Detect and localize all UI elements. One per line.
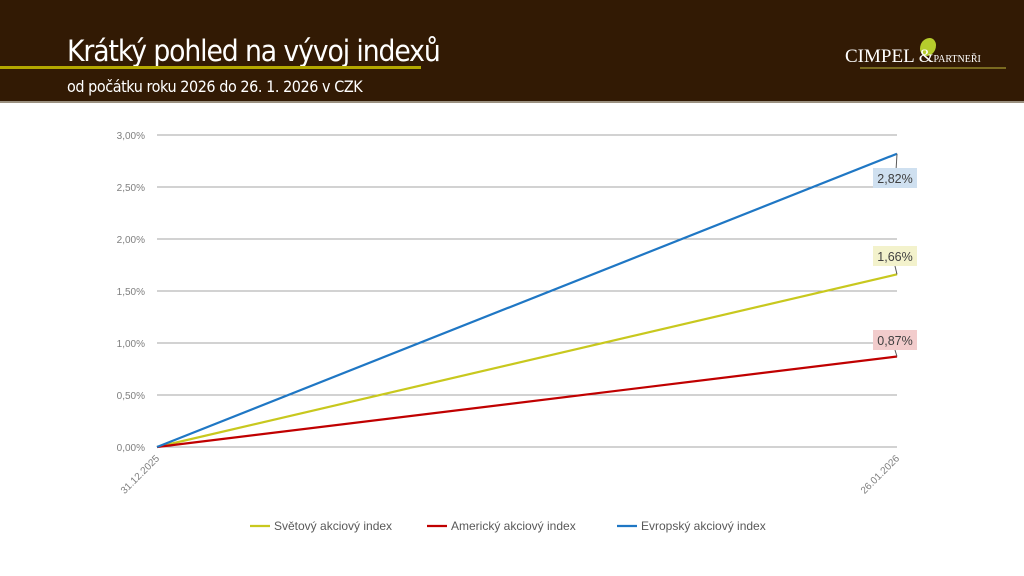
series-line <box>156 152 898 449</box>
page-subtitle: od počátku roku 2026 do 26. 1. 2026 v CZ… <box>67 77 363 96</box>
y-tick-label: 0,00% <box>117 443 145 454</box>
x-tick-label: 26.01.2026 <box>859 453 902 496</box>
data-label: 2,82% <box>877 172 912 186</box>
legend-label: Americký akciový index <box>451 519 576 533</box>
y-tick-label: 2,50% <box>117 183 145 194</box>
leader-line <box>894 349 898 357</box>
x-tick-label: 31.12.2025 <box>119 453 162 496</box>
series-line <box>156 355 898 449</box>
logo-leaf-icon <box>920 38 936 56</box>
page-title: Krátký pohled na vývoj indexů <box>67 34 441 68</box>
y-tick-label: 1,50% <box>117 287 145 298</box>
data-label-bg <box>873 246 917 266</box>
logo-amp: & <box>918 46 934 67</box>
leader-line <box>894 265 898 275</box>
series-line <box>156 273 898 449</box>
y-tick-label: 1,00% <box>117 339 145 350</box>
company-logo: CIMPEL &PARTNEŘI <box>845 46 981 68</box>
data-label-bg <box>873 330 917 350</box>
header-bar: Krátký pohled na vývoj indexů od počátku… <box>0 0 1024 103</box>
title-underline <box>0 66 421 69</box>
logo-sub: PARTNEŘI <box>933 54 981 65</box>
logo-underline <box>860 67 1006 69</box>
data-label-bg <box>873 168 917 188</box>
data-label: 1,66% <box>877 250 912 264</box>
legend-label: Světový akciový index <box>274 519 392 533</box>
legend-label: Evropský akciový index <box>641 519 766 533</box>
data-label: 0,87% <box>877 334 912 348</box>
y-tick-label: 2,00% <box>117 235 145 246</box>
logo-main: CIMPEL <box>845 46 914 67</box>
y-tick-label: 0,50% <box>117 391 145 402</box>
y-tick-label: 3,00% <box>117 131 145 142</box>
